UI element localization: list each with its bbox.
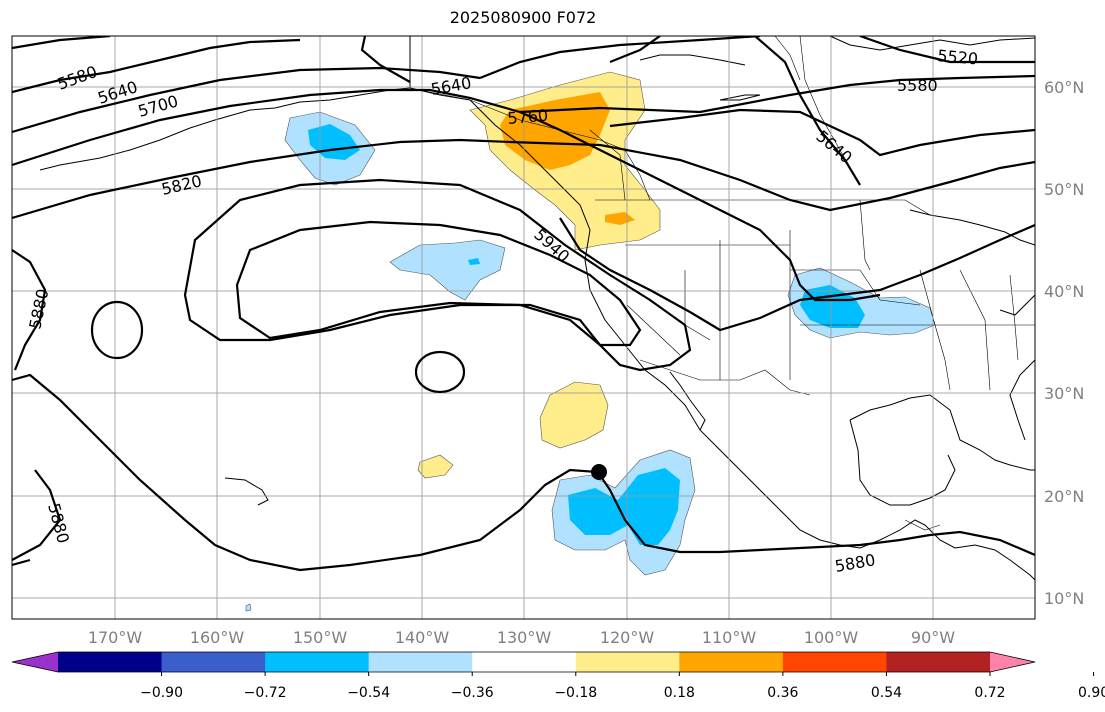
lon-label: 140°W — [395, 628, 450, 647]
colorbar-segment — [575, 652, 680, 672]
storm-position-marker — [591, 464, 607, 480]
colorbar-tick-label: −0.36 — [451, 685, 494, 701]
positive-anomaly-region-offshore — [539, 381, 609, 449]
colorbar-tick-label: 0.90 — [1078, 685, 1105, 701]
colorbar-segment — [782, 652, 887, 672]
contour-label: 5580 — [897, 76, 938, 95]
lon-label: 170°W — [88, 628, 143, 647]
colorbar-tick-label: −0.72 — [244, 685, 287, 701]
colorbar-outline — [11, 651, 1036, 673]
colorbar-segment — [679, 652, 784, 672]
colorbar-tick-label: −0.90 — [140, 685, 183, 701]
lon-label: 160°W — [190, 628, 245, 647]
lon-label: 100°W — [804, 628, 859, 647]
colorbar — [11, 651, 1036, 673]
colorbar-extend-low — [12, 652, 58, 672]
colorbar-ticks: −0.90 −0.72 −0.54 −0.36 −0.18 0.18 0.36 0.54 0.7… — [140, 672, 1105, 701]
colorbar-tick-label: 0.36 — [767, 685, 798, 701]
shaded-fields — [245, 71, 936, 612]
lat-label: 40°N — [1044, 282, 1084, 301]
height-contours — [12, 36, 1035, 572]
lat-label: 30°N — [1044, 384, 1084, 403]
contour-label: 5520 — [937, 46, 979, 68]
colorbar-segment — [472, 652, 577, 672]
colorbar-segment — [886, 652, 991, 672]
colorbar-tick-label: 0.54 — [871, 685, 902, 701]
map-title: 2025080900 F072 — [449, 8, 597, 27]
colorbar-tick-label: −0.54 — [347, 685, 390, 701]
negative-anomaly-region-central-pacific — [389, 239, 506, 301]
colorbar-segment — [58, 652, 163, 672]
lat-label: 60°N — [1044, 78, 1084, 97]
latitude-axis: 60°N 50°N 40°N 30°N 20°N 10°N — [1044, 78, 1084, 608]
map-frame — [11, 35, 1036, 620]
colorbar-extend-high — [990, 652, 1035, 672]
lat-label: 10°N — [1044, 589, 1084, 608]
colorbar-segment — [265, 652, 370, 672]
colorbar-segment — [368, 652, 473, 672]
colorbar-tick-label: −0.18 — [554, 685, 597, 701]
colorbar-tick-label: 0.72 — [974, 685, 1005, 701]
coastlines — [39, 36, 1035, 581]
lat-label: 20°N — [1044, 487, 1084, 506]
lon-label: 120°W — [600, 628, 655, 647]
lat-label: 50°N — [1044, 180, 1084, 199]
lon-label: 90°W — [911, 628, 955, 647]
lon-label: 110°W — [702, 628, 757, 647]
longitude-axis: 170°W 160°W 150°W 140°W 130°W 120°W 110°… — [88, 628, 955, 647]
colorbar-segment — [161, 652, 266, 672]
colorbar-tick-label: 0.18 — [664, 685, 695, 701]
lon-label: 130°W — [497, 628, 552, 647]
contour-label: 5760 — [507, 106, 549, 128]
lon-label: 150°W — [293, 628, 348, 647]
